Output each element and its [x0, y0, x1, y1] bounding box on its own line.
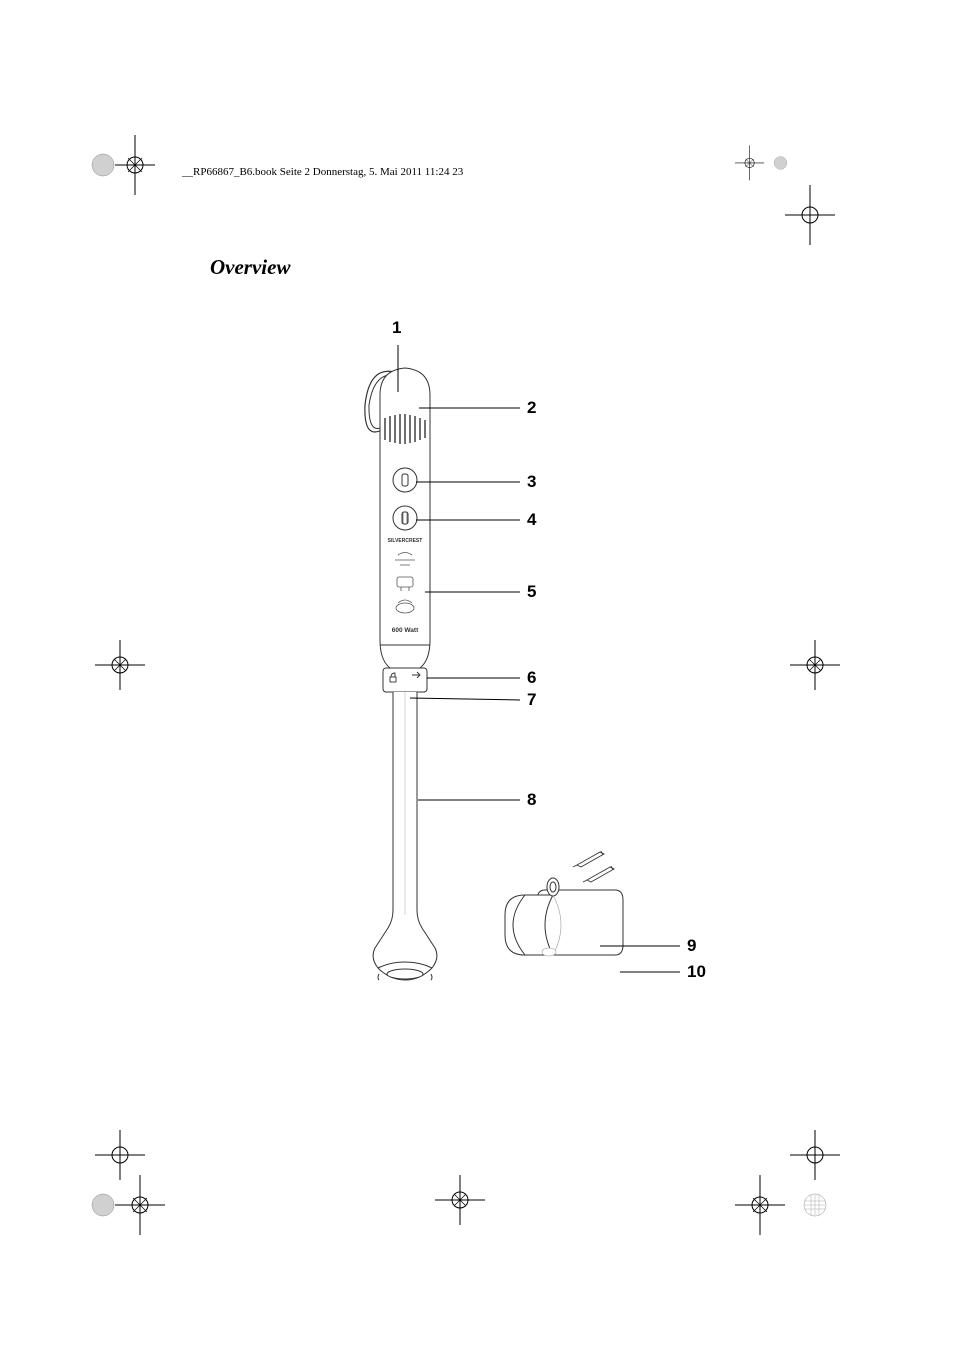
- registration-mark-bottom-left-2: [85, 1170, 175, 1240]
- registration-mark-top-right-2: [780, 185, 850, 255]
- callout-5: 5: [527, 582, 536, 602]
- callout-8: 8: [527, 790, 536, 810]
- page-header: __RP66867_B6.book Seite 2 Donnerstag, 5.…: [182, 166, 463, 178]
- callout-7: 7: [527, 690, 536, 710]
- registration-mark-mid-right: [790, 640, 840, 690]
- callout-9: 9: [687, 936, 696, 956]
- brand-label: SILVERCREST: [388, 538, 423, 544]
- callout-1: 1: [392, 318, 401, 338]
- registration-mark-bottom-right-2: [735, 1170, 855, 1240]
- page-title: Overview: [210, 255, 290, 280]
- callout-10: 10: [687, 962, 706, 982]
- callout-3: 3: [527, 472, 536, 492]
- registration-mark-bottom-mid: [435, 1175, 485, 1225]
- blender-illustration: SILVERCREST 600 Watt: [345, 350, 665, 1030]
- callout-4: 4: [527, 510, 536, 530]
- callout-2: 2: [527, 398, 536, 418]
- registration-mark-mid-left: [95, 640, 145, 690]
- power-label: 600 Watt: [392, 627, 419, 634]
- callout-6: 6: [527, 668, 536, 688]
- registration-mark-top-left: [85, 125, 155, 195]
